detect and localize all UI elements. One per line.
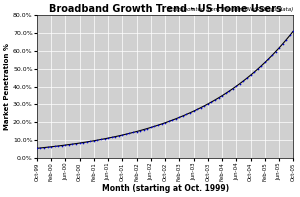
- Point: [266, 58, 271, 61]
- Point: [70, 142, 75, 146]
- Point: [38, 146, 43, 150]
- Point: [67, 143, 71, 146]
- Point: [220, 94, 224, 97]
- Point: [84, 140, 89, 144]
- Point: [63, 143, 68, 147]
- Point: [116, 134, 121, 138]
- Point: [99, 138, 103, 141]
- Point: [255, 68, 260, 71]
- Point: [259, 64, 264, 67]
- Point: [216, 96, 221, 99]
- Point: [170, 119, 175, 122]
- Point: [166, 120, 171, 123]
- Point: [195, 108, 200, 111]
- Point: [49, 145, 53, 148]
- Point: [138, 129, 142, 132]
- Point: [270, 54, 274, 57]
- Point: [230, 87, 235, 90]
- Point: [213, 98, 218, 101]
- Point: [124, 133, 128, 136]
- Point: [241, 79, 246, 82]
- Point: [102, 137, 107, 140]
- Point: [173, 117, 178, 120]
- Point: [42, 146, 46, 149]
- Point: [56, 144, 61, 148]
- Point: [148, 126, 153, 129]
- Point: [223, 92, 228, 95]
- Point: [291, 30, 296, 33]
- Point: [59, 144, 64, 147]
- Point: [152, 125, 157, 128]
- Point: [141, 128, 146, 131]
- Point: [273, 50, 278, 53]
- Point: [277, 46, 281, 49]
- Point: [77, 141, 82, 145]
- Point: [163, 121, 167, 124]
- Point: [120, 134, 125, 137]
- Point: [130, 131, 135, 134]
- Point: [95, 138, 100, 142]
- Y-axis label: Market Penetration %: Market Penetration %: [4, 43, 10, 130]
- Point: [244, 76, 249, 80]
- Point: [287, 34, 292, 37]
- Point: [191, 110, 196, 113]
- Point: [184, 113, 189, 116]
- Point: [177, 116, 182, 119]
- Point: [248, 74, 253, 77]
- Point: [181, 114, 185, 117]
- Point: [92, 139, 96, 142]
- Point: [284, 38, 289, 41]
- Point: [156, 124, 161, 127]
- Point: [127, 132, 132, 135]
- Point: [34, 147, 39, 150]
- Point: [202, 104, 207, 107]
- Point: [188, 111, 192, 114]
- Point: [280, 42, 285, 46]
- Point: [109, 136, 114, 139]
- Point: [106, 137, 110, 140]
- Point: [252, 71, 256, 74]
- Point: [145, 127, 150, 130]
- Point: [88, 140, 93, 143]
- Point: [45, 146, 50, 149]
- Point: [234, 85, 239, 88]
- Title: Broadband Growth Trend - US Home Users: Broadband Growth Trend - US Home Users: [49, 4, 281, 14]
- X-axis label: Month (starting at Oct. 1999): Month (starting at Oct. 1999): [101, 184, 229, 193]
- Point: [262, 61, 267, 64]
- Point: [159, 122, 164, 125]
- Point: [209, 100, 214, 104]
- Point: [113, 135, 118, 138]
- Point: [206, 102, 210, 106]
- Point: [52, 145, 57, 148]
- Point: [81, 141, 85, 144]
- Point: [198, 106, 203, 109]
- Point: [238, 82, 242, 85]
- Point: [227, 89, 232, 93]
- Point: [134, 130, 139, 133]
- Point: [74, 142, 78, 145]
- Text: (Extrapolated from: Nielsen//NetRatings data): (Extrapolated from: Nielsen//NetRatings …: [167, 7, 293, 12]
